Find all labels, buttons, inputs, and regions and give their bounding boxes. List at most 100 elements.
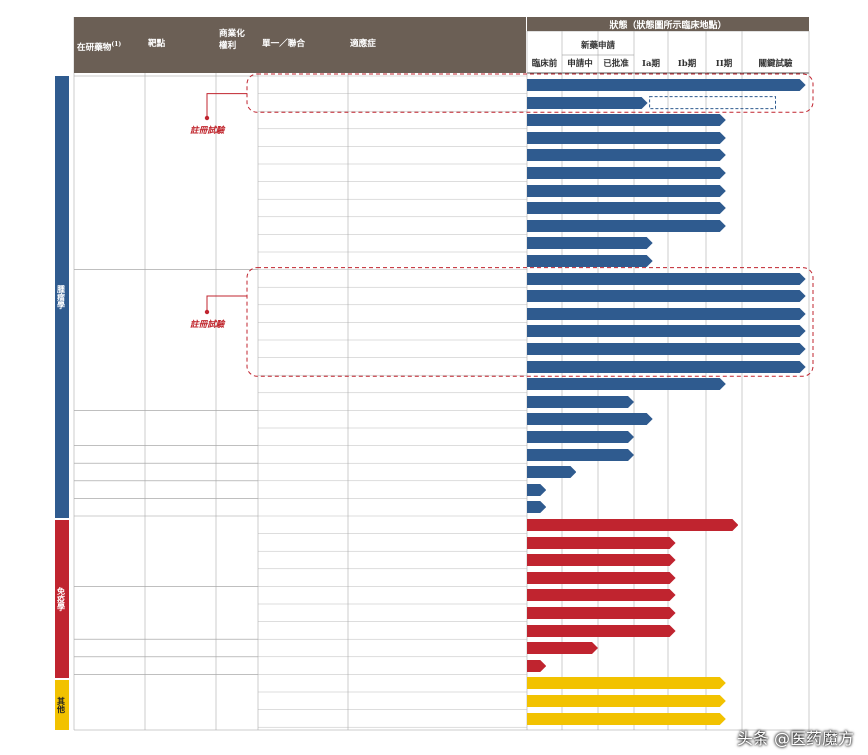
target-col-header: 靶點 xyxy=(148,39,166,49)
status-col-header: Ib期 xyxy=(677,59,697,69)
status-bar-shape xyxy=(527,325,806,338)
status-bar xyxy=(527,149,726,162)
status-bar xyxy=(527,114,726,127)
status-bar xyxy=(527,519,739,531)
pivotal-connector xyxy=(206,295,247,312)
pivotal-dot xyxy=(204,309,210,315)
status-bar-shape xyxy=(527,501,547,514)
status-bar-shape xyxy=(527,237,653,250)
status-bar-shape xyxy=(527,695,726,707)
status-bar xyxy=(527,466,577,479)
status-bar-shape xyxy=(527,554,676,567)
combo-col-header: 單一／聯合 xyxy=(262,39,305,49)
status-bar-shape xyxy=(527,167,726,179)
status-bar-shape xyxy=(527,607,676,619)
status-bar xyxy=(527,431,634,443)
status-bar-shape xyxy=(527,677,726,690)
status-bar xyxy=(527,307,806,320)
status-bar xyxy=(527,79,806,91)
watermark: 头条 @医药魔方 xyxy=(736,729,854,748)
status-bar xyxy=(527,237,653,250)
status-bar-shape xyxy=(527,624,676,637)
drug-name xyxy=(78,678,144,689)
table-header xyxy=(74,17,526,73)
status-bar-shape xyxy=(527,483,547,496)
status-bar-shape xyxy=(527,466,577,479)
status-bar xyxy=(527,255,653,267)
status-bar-shape xyxy=(527,131,726,144)
planned-bar xyxy=(649,96,776,110)
status-bar xyxy=(527,378,726,391)
status-col-header: 申請中 xyxy=(567,59,593,69)
status-bar xyxy=(527,589,676,602)
status-bar-shape xyxy=(527,589,676,602)
status-bar-shape xyxy=(527,395,634,408)
status-bar xyxy=(527,624,676,637)
status-bar xyxy=(527,483,547,496)
status-bar xyxy=(527,554,676,567)
status-bar xyxy=(527,343,806,355)
status-bar xyxy=(527,202,726,215)
status-bar-shape xyxy=(527,519,739,531)
status-bar xyxy=(527,184,726,197)
status-bar-shape xyxy=(527,184,726,197)
status-header: 狀態（狀態圖所示臨床地點） xyxy=(527,17,809,31)
pivotal-label-ak105: 註冊試驗 xyxy=(190,320,225,330)
status-bar-shape xyxy=(527,219,726,232)
status-bar xyxy=(527,413,653,426)
drug-name xyxy=(78,274,144,285)
pivotal-box xyxy=(246,73,814,113)
status-bar-shape xyxy=(527,571,676,584)
status-bar xyxy=(527,395,634,408)
rights-col-header: 商業化權利 xyxy=(219,29,245,51)
group-immunology: 免疫學 xyxy=(55,520,69,678)
status-bar xyxy=(527,607,676,619)
status-bar xyxy=(527,712,726,725)
status-bar xyxy=(527,642,598,655)
status-bar-shape xyxy=(527,114,726,127)
status-bar-shape xyxy=(527,202,726,215)
drug-col-label: 在研藥物 xyxy=(77,42,112,53)
indication-col-header: 適應症 xyxy=(350,39,376,49)
group-other: 其他 xyxy=(55,680,69,730)
status-bar-shape xyxy=(527,96,648,109)
status-bar xyxy=(527,677,726,690)
status-col-header: II期 xyxy=(715,59,733,69)
status-bar xyxy=(527,501,547,514)
drug-col-sup: (1) xyxy=(111,41,122,48)
group-immunology-label: 免疫學 xyxy=(56,587,67,611)
status-bar xyxy=(527,219,726,232)
group-oncology: 腫瘤學 xyxy=(55,76,69,518)
status-bar xyxy=(527,448,634,461)
status-bar-shape xyxy=(527,413,653,426)
status-bar xyxy=(527,96,648,109)
status-bar-shape xyxy=(527,343,806,355)
status-bar xyxy=(527,360,806,373)
status-bar xyxy=(527,325,806,338)
group-other-label: 其他 xyxy=(56,697,67,713)
pivotal-dot xyxy=(204,115,210,121)
status-bar-shape xyxy=(527,659,547,672)
status-header-text: 狀態（狀態圖所示臨床地點） xyxy=(609,20,727,31)
status-bar-shape xyxy=(527,149,726,162)
status-bar xyxy=(527,131,726,144)
status-bar-shape xyxy=(527,431,634,443)
status-bar-shape xyxy=(527,536,676,549)
status-bar xyxy=(527,695,726,707)
group-oncology-label: 腫瘤學 xyxy=(56,285,67,309)
status-bar xyxy=(527,571,676,584)
status-bar-shape xyxy=(527,712,726,725)
pivotal-connector xyxy=(206,93,247,118)
status-bar xyxy=(527,167,726,179)
status-bar-shape xyxy=(527,360,806,373)
pivotal-box xyxy=(246,267,814,377)
status-bar-shape xyxy=(527,255,653,267)
drug-col-header: 在研藥物(1) xyxy=(77,36,121,57)
status-bar-shape xyxy=(527,272,806,285)
pivotal-label-ak104: 註冊試驗 xyxy=(190,126,225,136)
status-bar-shape xyxy=(527,307,806,320)
nda-header: 新藥申請 xyxy=(580,41,615,51)
status-bar-shape xyxy=(527,290,806,303)
